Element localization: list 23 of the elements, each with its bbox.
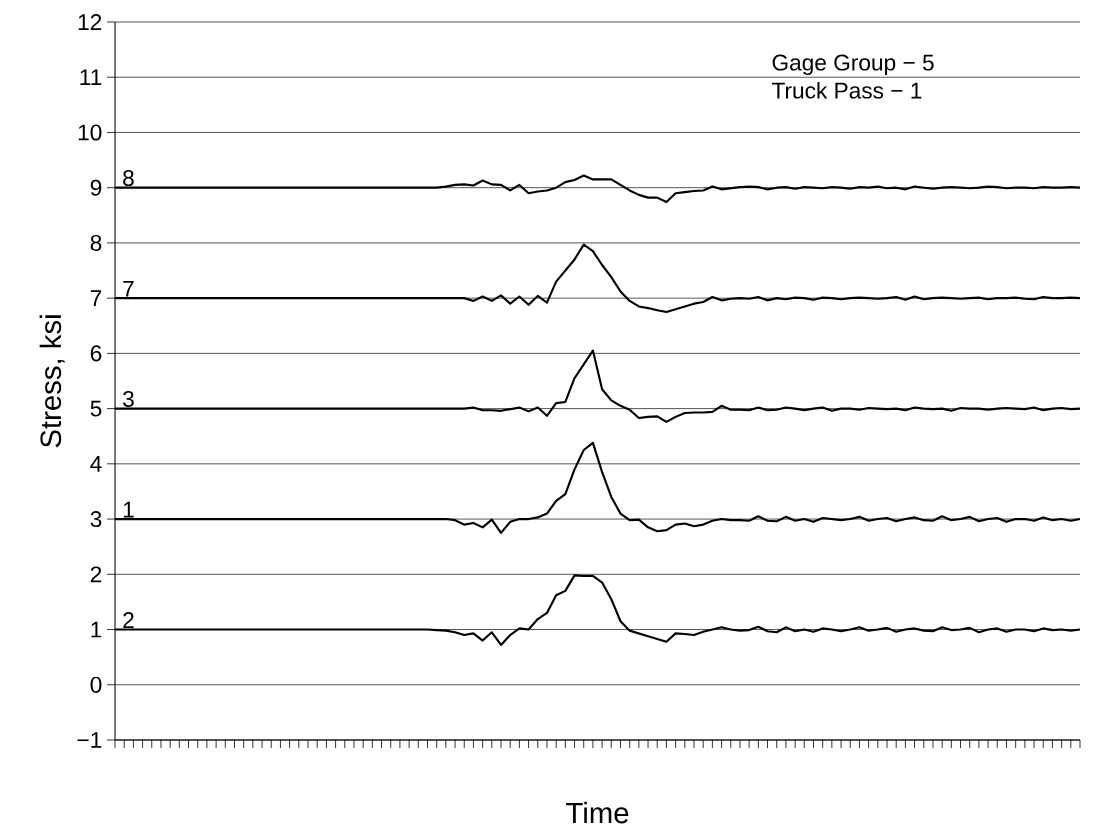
y-tick-label: 12 bbox=[78, 14, 102, 30]
y-tick-label: 2 bbox=[90, 566, 102, 583]
y-tick-label: 5 bbox=[90, 400, 102, 417]
y-tick-label: 11 bbox=[80, 69, 102, 86]
y-tick-label: 0 bbox=[90, 676, 102, 693]
x-axis-title: Time bbox=[566, 801, 629, 824]
y-tick-label: 7 bbox=[90, 290, 102, 306]
y-axis-title: Stress, ksi bbox=[39, 315, 65, 448]
series-label: 8 bbox=[123, 170, 134, 187]
series-label: 3 bbox=[122, 390, 134, 408]
y-tick-label: 6 bbox=[90, 345, 102, 362]
annotation: Gage Group − 5 bbox=[772, 54, 934, 76]
y-tick-label: 9 bbox=[90, 179, 102, 196]
series-label: 7 bbox=[123, 280, 134, 297]
y-tick-label: −1 bbox=[77, 732, 102, 748]
y-tick-label: 4 bbox=[90, 456, 102, 472]
y-tick-label: 1 bbox=[91, 621, 102, 638]
y-tick-label: 8 bbox=[90, 234, 102, 251]
y-tick-label: 3 bbox=[90, 511, 102, 528]
series-label: 2 bbox=[123, 612, 134, 628]
y-tick-label: 10 bbox=[78, 124, 102, 141]
annotation: Truck Pass − 1 bbox=[771, 81, 922, 99]
series-label: 1 bbox=[123, 501, 134, 518]
